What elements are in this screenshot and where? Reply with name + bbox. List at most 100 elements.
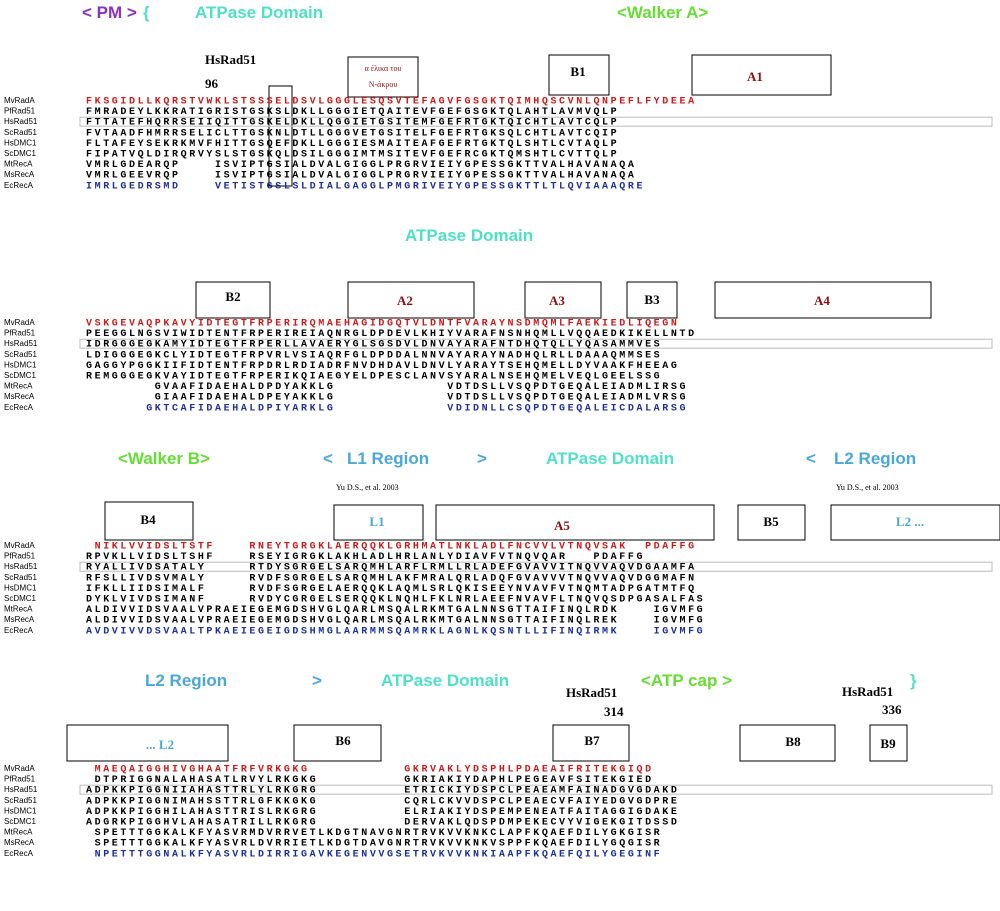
sequence-name: ScRad51 xyxy=(4,350,37,359)
region-header: > xyxy=(477,449,487,468)
motif-box xyxy=(66,724,229,762)
motif-label: B6 xyxy=(335,733,351,748)
sequence-name: PfRad51 xyxy=(4,775,36,784)
sequence-name: ScDMC1 xyxy=(4,371,37,380)
sequence: SPETTTGGKALKFYASVRLDVRRIETLKDGTDAVGNRTRV… xyxy=(86,839,662,850)
motif-box xyxy=(626,281,678,319)
region-header: < PM > xyxy=(82,3,137,22)
sequence: FMRADEYLKKRATIGRISTGSKSLDKLLGGGIETQAITEV… xyxy=(86,107,619,118)
motif-box xyxy=(524,281,602,319)
sequence: NPETTTGGNALKFYASVRLDIRRIGAVKEGENVVGSETRV… xyxy=(86,849,662,860)
motif-label: L2 ... xyxy=(896,514,924,529)
region-header: L2 Region xyxy=(145,671,227,690)
motif-label: 314 xyxy=(604,704,624,719)
sequence: REMGGGEGKVAYIDTEGTFRPERIKQIAEGYELDPESCLA… xyxy=(86,372,662,383)
sequence-name: EcRecA xyxy=(4,403,34,412)
sequence-name: EcRecA xyxy=(4,849,34,858)
motif-box xyxy=(268,85,293,187)
motif-label: HsRad51 xyxy=(842,684,893,699)
motif-label: B3 xyxy=(644,292,660,307)
motif-label: B8 xyxy=(785,734,801,749)
motif-label: Ν-άκρου xyxy=(369,80,398,89)
sequence: DTPRIGGNALAHASATLRVYLRKGKG GKRIAKIYDAPHL… xyxy=(86,775,654,786)
motif-label: ... L2 xyxy=(146,737,174,752)
sequence: ADGRKPIGGHVLAHASATRILLRKGRG DERVAKLQDSPD… xyxy=(86,818,679,829)
motif-box xyxy=(293,724,382,762)
sequence: FIPATVQLDIRQRVYSLSTGSKQLDSILGGGIMTMSITEV… xyxy=(86,150,619,161)
motif-label: Yu D.S., et al. 2003 xyxy=(336,483,399,492)
motif-label: A1 xyxy=(747,69,763,84)
sequence-name: MtRecA xyxy=(4,160,33,169)
sequence-name: MtRecA xyxy=(4,605,33,614)
motif-label: B7 xyxy=(584,733,600,748)
sequence-name: MvRadA xyxy=(4,318,35,327)
sequence: GIAAFIDAEHALDPEYAKKLG VDTDSLLVSQPDTGEQAL… xyxy=(86,393,688,404)
motif-label: B1 xyxy=(570,64,585,79)
sequence: MAEQAIGGHIVGHAATFRFVRKGKG GKRVAKLYDSPHLP… xyxy=(86,765,654,776)
region-header: L1 Region xyxy=(347,449,429,468)
region-header: <Walker B> xyxy=(118,449,210,468)
region-header: ATPase Domain xyxy=(195,3,323,22)
sequence-name: ScDMC1 xyxy=(4,817,37,826)
sequence: IDRGGGEGKAMYIDTEGTFRPERLLAVAERYGLSGSDVLD… xyxy=(86,340,662,351)
motif-label: HsRad51 xyxy=(205,52,256,67)
motif-box xyxy=(552,724,630,762)
motif-box xyxy=(691,54,832,96)
motif-label: 96 xyxy=(205,76,219,91)
sequence-name: MsRecA xyxy=(4,838,35,847)
sequence: FLTAFEYSEKRKMVFHITTGSQEFDKLLGGGIESMAITEA… xyxy=(86,139,619,150)
sequence-name: HsRad51 xyxy=(4,117,38,126)
sequence-name: HsDMC1 xyxy=(4,360,37,369)
sequence: ALDIVVIDSVAALVPRAEIEGEMGDSHVGLQARLMSQALR… xyxy=(86,616,705,627)
sequence: RPVKLLVIDSLTSHF RSEYIGRGKLAKHLADLHRLANLY… xyxy=(86,552,645,563)
sequence-name: HsRad51 xyxy=(4,562,38,571)
motif-label: B4 xyxy=(140,512,156,527)
motif-label: B5 xyxy=(763,514,779,529)
sequence-name: HsDMC1 xyxy=(4,806,37,815)
sequence: RFSLLIVDSVMALY RVDFSGRGELSARQMHLAKFMRALQ… xyxy=(86,573,697,584)
sequence: VMRLGDEARQP ISVIPTGSIALDVALGIGGLPRGRVIEI… xyxy=(86,160,636,171)
region-header: { xyxy=(143,3,150,22)
motif-box xyxy=(195,281,271,319)
motif-box xyxy=(104,501,194,541)
region-header: <Walker A> xyxy=(617,3,708,22)
region-header: < xyxy=(323,449,333,468)
sequence: DYKLVIVDSIMANF RVDYCGRGELSERQQKLNQHLFKLN… xyxy=(86,595,705,606)
motif-label: HsRad51 xyxy=(566,685,617,700)
motif-label: B2 xyxy=(225,289,240,304)
motif-label: A4 xyxy=(814,293,830,308)
sequence: VSKGEVAQPKAVYIDTEGTFRPERIRQMAEHAGIDGQTVL… xyxy=(86,319,679,330)
sequence-name: MsRecA xyxy=(4,392,35,401)
sequence-name: ScRad51 xyxy=(4,796,37,805)
region-header: L2 Region xyxy=(834,449,916,468)
motif-box xyxy=(869,724,908,762)
sequence: LDIGGGEGKCLYIDTEGTFRPVRLVSIAQRFGLDPDDALN… xyxy=(86,350,662,361)
motif-label: A5 xyxy=(554,518,570,533)
sequence-name: MtRecA xyxy=(4,828,33,837)
hsrad51-highlight xyxy=(79,784,993,795)
sequence-name: EcRecA xyxy=(4,626,34,635)
motif-box xyxy=(737,504,806,541)
sequence: GAGGYPGGKIIFIDTENTFRPDRLRDIADRFNVDHDAVLD… xyxy=(86,361,679,372)
region-header: > xyxy=(312,671,322,690)
hsrad51-highlight xyxy=(79,116,993,127)
sequence-name: ScDMC1 xyxy=(4,594,37,603)
sequence: FKSGIDLLKQRSTVWKLSTSSSELDSVLGGGLESQSVTEF… xyxy=(86,97,697,108)
sequence-name: HsDMC1 xyxy=(4,138,37,147)
sequence: SPETTTGGKALKFYASVRMDVRRVETLKDGTNAVGNRTRV… xyxy=(86,828,662,839)
sequence: VMRLGEEVRQP ISVIPTGSIALDVALGIGGLPRGRVIEI… xyxy=(86,171,636,182)
sequence-name: MvRadA xyxy=(4,541,35,550)
sequence: ADPKKPIGGNIIAHASTTRLYLRKGRG ETRICKIYDSPC… xyxy=(86,786,679,797)
sequence-name: PfRad51 xyxy=(4,107,36,116)
sequence: AVDVIVVDSVAALTPKAEIEGEIGDSHMGLAARMMSQAMR… xyxy=(86,626,705,637)
motif-label: A2 xyxy=(397,293,413,308)
hsrad51-highlight xyxy=(79,561,993,572)
sequence-name: MvRadA xyxy=(4,96,35,105)
region-header: <ATP cap > xyxy=(641,671,732,690)
region-header: ATPase Domain xyxy=(546,449,674,468)
hsrad51-highlight xyxy=(79,338,993,349)
motif-box xyxy=(714,281,932,319)
sequence: IFKLLIIDSIMALF RVDFSGRGELAERQQKLAQMLSRLQ… xyxy=(86,584,697,595)
motif-box xyxy=(739,724,836,762)
